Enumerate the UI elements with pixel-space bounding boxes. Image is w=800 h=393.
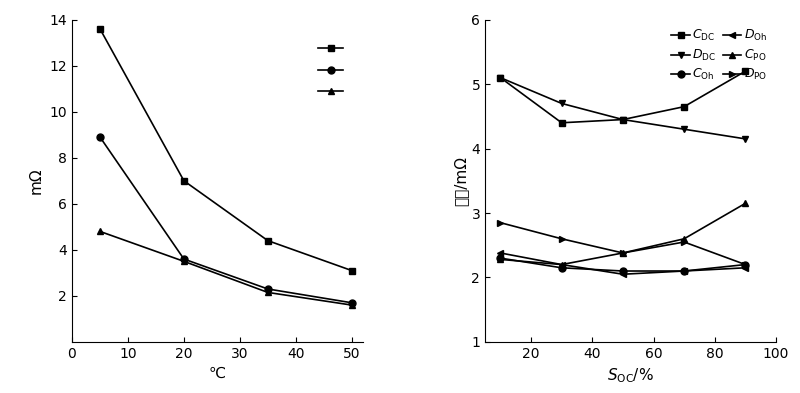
Legend: $C_{\mathrm{DC}}$, $D_{\mathrm{DC}}$, $C_{\mathrm{Oh}}$, $D_{\mathrm{Oh}}$, $C_{: $C_{\mathrm{DC}}$, $D_{\mathrm{DC}}$, $C… <box>666 24 772 88</box>
Y-axis label: mΩ: mΩ <box>29 167 44 194</box>
X-axis label: ℃: ℃ <box>209 366 226 381</box>
Y-axis label: 内阻/mΩ: 内阻/mΩ <box>454 156 469 206</box>
Legend: , , : , , <box>313 36 350 105</box>
X-axis label: $S_{\mathrm{OC}}$/%: $S_{\mathrm{OC}}$/% <box>607 366 654 385</box>
